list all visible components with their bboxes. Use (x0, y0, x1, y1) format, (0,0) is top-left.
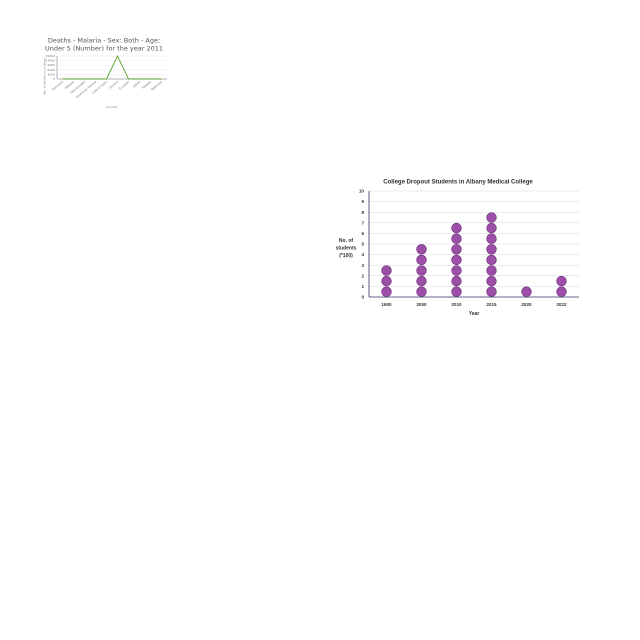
chart2-dot (486, 254, 497, 266)
malaria-deaths-line-chart: Deaths - Malaria - Sex: Both - Age: Unde… (43, 37, 167, 109)
chart1-x-tick-label: Japan (131, 80, 141, 89)
chart2-y-tick-label: 4 (361, 252, 364, 257)
chart2-dot (416, 265, 427, 276)
chart2-dot (556, 286, 567, 297)
chart1-title-line-2: Under 5 (Number) for the year 2011 (45, 45, 163, 53)
chart2-dot (451, 222, 462, 234)
chart2-dot (486, 244, 497, 255)
chart2-y-tick-label: 3 (361, 263, 364, 268)
chart1-y-axis-label: No. of deaths in children (43, 58, 47, 95)
chart1-y-tick-label: 12000 (45, 59, 55, 63)
chart2-dot (416, 275, 427, 287)
chart1-title-line-1: Deaths - Malaria - Sex: Both - Age: (48, 37, 160, 45)
chart2-x-axis-label: Year (469, 311, 480, 317)
chart2-dot (451, 244, 462, 255)
chart2-y-axis-label-line-1: No. of (339, 238, 353, 244)
chart2-dot (556, 275, 567, 287)
chart2-y-tick-label: 1 (361, 284, 364, 289)
chart2-x-tick-label: 2010 (451, 302, 462, 307)
chart2-x-tick-label: 2020 (521, 302, 532, 307)
chart2-dot (451, 265, 462, 276)
chart2-gridlines (369, 190, 579, 287)
chart2-dot (486, 233, 497, 244)
college-dropout-dot-plot: College Dropout Students in Albany Medic… (336, 180, 579, 317)
chart2-title: College Dropout Students in Albany Medic… (383, 180, 533, 186)
chart2-y-axis-label-line-2: students (336, 246, 357, 252)
chart2-dot (486, 275, 497, 287)
chart2-y-tick-label: 10 (359, 189, 365, 194)
chart1-y-tick-label: 6000 (47, 68, 55, 72)
chart2-dot (416, 244, 427, 255)
chart1-x-tick-label: Denmark (51, 80, 64, 92)
chart2-x-tick-label: 1900 (381, 302, 392, 307)
chart2-dot (486, 286, 497, 297)
chart2-y-ticks: 0 1 2 3 4 5 6 7 8 9 10 (359, 189, 365, 300)
chart2-y-tick-label: 9 (361, 199, 364, 204)
chart1-gridlines (57, 55, 167, 75)
chart2-dot (521, 286, 532, 297)
chart1-x-tick-label: Tajikistan (149, 80, 163, 93)
chart2-dot (416, 254, 427, 266)
chart2-dot (416, 286, 427, 297)
chart2-x-ticks: 1900 2000 2010 2015 2020 2022 (381, 302, 567, 307)
chart1-x-tick-label: Ecuador (118, 79, 131, 90)
chart2-x-tick-label: 2015 (486, 302, 497, 307)
chart2-dot (451, 275, 462, 287)
chart2-y-tick-label: 6 (361, 231, 364, 236)
chart2-dot (381, 286, 392, 297)
chart2-dot (451, 233, 462, 244)
chart2-x-tick-label: 2000 (416, 302, 427, 307)
chart2-dot (486, 222, 497, 234)
chart2-y-tick-label: 2 (361, 273, 364, 278)
chart2-y-axis-label-line-3: (*100) (339, 253, 353, 259)
chart1-y-tick-label: 15000 (45, 54, 55, 58)
chart1-y-tick-label: 3000 (47, 72, 55, 76)
chart1-y-tick-label: 9000 (47, 63, 55, 67)
chart2-y-tick-label: 7 (361, 220, 364, 225)
chart2-dot (381, 275, 392, 287)
chart2-dot (451, 286, 462, 297)
chart2-dot (486, 265, 497, 276)
chart1-x-tick-label: Tokelau (140, 80, 152, 91)
chart2-dot (486, 212, 497, 223)
chart2-dot (451, 254, 462, 266)
chart1-series-line (62, 54, 162, 80)
chart2-dot (381, 265, 392, 276)
chart2-dots (381, 212, 567, 297)
chart1-y-tick-label: 0 (53, 77, 55, 81)
chart2-y-tick-label: 5 (361, 242, 364, 247)
chart1-x-axis-label: Country (106, 105, 118, 109)
chart2-y-tick-label: 0 (361, 295, 364, 300)
chart1-x-tick-label: Greece (108, 80, 119, 90)
chart2-x-tick-label: 2022 (556, 302, 567, 307)
chart2-y-tick-label: 8 (361, 210, 364, 215)
chart1-x-tick-label: Albania (64, 80, 75, 90)
